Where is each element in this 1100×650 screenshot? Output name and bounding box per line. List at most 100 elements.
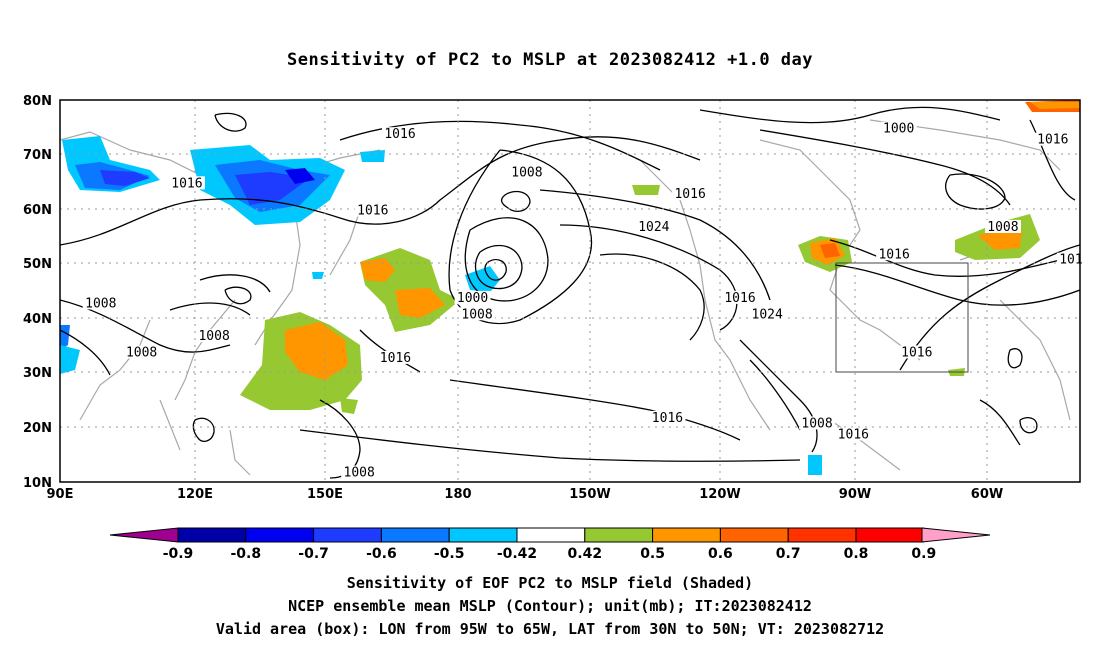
colorbar-tick-label: 0.5 bbox=[640, 546, 665, 562]
caption-valid-area: Valid area (box): LON from 95W to 65W, L… bbox=[215, 620, 885, 638]
contour-label-bg bbox=[377, 350, 414, 364]
mslp-contours bbox=[60, 106, 1080, 479]
contour-label-bg bbox=[196, 329, 233, 343]
contour-label: 1016 bbox=[1037, 133, 1068, 148]
contour-label: 1016 bbox=[901, 345, 932, 360]
colorbar: -0.9 -0.8 -0.7 -0.6 -0.5 -0.42 0.42 0.5 0.6 0.7 0.… bbox=[109, 527, 991, 562]
lat-tick-label: 80N bbox=[23, 94, 52, 109]
contour-label-bg bbox=[984, 219, 1021, 233]
lat-axis: 80N 70N 60N 50N 40N 30N 20N 10N bbox=[23, 94, 52, 491]
contour-label: 1016 bbox=[357, 204, 388, 219]
colorbar-segment bbox=[177, 527, 247, 543]
contour-label-bg bbox=[1034, 132, 1071, 146]
contour-label: 1008 bbox=[198, 329, 229, 344]
colorbar-segment bbox=[855, 527, 925, 543]
contour-label: 101 bbox=[1059, 253, 1082, 268]
contour-label-bg bbox=[876, 247, 913, 261]
lon-tick-label: 120W bbox=[699, 487, 740, 502]
colorbar-tick-label: -0.8 bbox=[230, 546, 261, 562]
contour-label: 1008 bbox=[85, 296, 116, 311]
contour-label: 1016 bbox=[384, 127, 415, 142]
contour-label: 1000 bbox=[457, 291, 488, 306]
contour-label: 1008 bbox=[801, 416, 832, 431]
lat-tick-label: 40N bbox=[23, 312, 52, 327]
colorbar-segment bbox=[652, 527, 721, 543]
contour-label-bg bbox=[835, 427, 872, 441]
contour-label-bg bbox=[880, 121, 917, 135]
colorbar-segment bbox=[448, 527, 518, 543]
contour-label-bg bbox=[341, 465, 378, 479]
colorbar-tick-label: -0.42 bbox=[497, 546, 537, 562]
contour-labels: 1016101610161008101610241016102410001016… bbox=[82, 121, 1085, 481]
lon-tick-label: 90E bbox=[47, 487, 74, 502]
colorbar-tick-label: -0.5 bbox=[434, 546, 465, 562]
contour-label: 1008 bbox=[987, 220, 1018, 235]
lon-tick-label: 60W bbox=[971, 487, 1003, 502]
lat-tick-label: 50N bbox=[23, 257, 52, 272]
colorbar-segment bbox=[313, 527, 382, 543]
colorbar-segment bbox=[245, 527, 315, 543]
lon-tick-label: 180 bbox=[444, 487, 471, 502]
contour-label-bg bbox=[898, 345, 935, 359]
lat-tick-label: 70N bbox=[23, 148, 52, 163]
contour-label: 1008 bbox=[461, 307, 492, 322]
contour-label-bg bbox=[672, 187, 709, 201]
colorbar-tick-label: -0.6 bbox=[366, 546, 397, 562]
colorbar-tick-label: 0.7 bbox=[776, 546, 801, 562]
caption-shading: Sensitivity of EOF PC2 to MSLP field (Sh… bbox=[346, 574, 754, 592]
colorbar-segment bbox=[584, 527, 654, 543]
contour-label: 1016 bbox=[674, 187, 705, 202]
contour-label-bg bbox=[1056, 252, 1085, 266]
lon-tick-label: 90W bbox=[839, 487, 871, 502]
contour-label: 1016 bbox=[652, 411, 683, 426]
contour-label: 1008 bbox=[126, 345, 157, 360]
contour-label: 1016 bbox=[878, 247, 909, 262]
lat-tick-label: 30N bbox=[23, 366, 52, 381]
contour-label-bg bbox=[508, 165, 545, 179]
valid-area-box bbox=[835, 262, 969, 373]
contour-label-bg bbox=[749, 307, 786, 321]
colorbar-min-triangle bbox=[109, 527, 179, 543]
page-title: Sensitivity of PC2 to MSLP at 2023082412… bbox=[286, 50, 813, 70]
lon-tick-label: 150E bbox=[307, 487, 343, 502]
lat-tick-label: 60N bbox=[23, 203, 52, 218]
contour-label: 1008 bbox=[511, 165, 542, 180]
contour-label-bg bbox=[354, 203, 391, 217]
contour-label: 1016 bbox=[838, 427, 869, 442]
colorbar-segment bbox=[516, 527, 586, 543]
colorbar-tick-label: 0.6 bbox=[708, 546, 733, 562]
contour-label-bg bbox=[454, 290, 491, 304]
contour-label: 1016 bbox=[380, 351, 411, 366]
contour-label-bg bbox=[649, 410, 686, 424]
colorbar-segment bbox=[719, 527, 789, 543]
contour-label-bg bbox=[123, 345, 160, 359]
contour-label: 1024 bbox=[638, 220, 669, 235]
contour-label-bg bbox=[82, 296, 119, 310]
contour-label-bg bbox=[635, 219, 672, 233]
contour-label-bg bbox=[168, 176, 205, 190]
colorbar-segment bbox=[380, 527, 450, 543]
colorbar-segment bbox=[787, 527, 857, 543]
contour-label: 1024 bbox=[752, 307, 783, 322]
lon-tick-label: 150W bbox=[569, 487, 610, 502]
caption-contour: NCEP ensemble mean MSLP (Contour); unit(… bbox=[288, 597, 812, 615]
colorbar-tick-label: 0.42 bbox=[568, 546, 603, 562]
sensitivity-shading bbox=[60, 100, 1080, 475]
contour-label-bg bbox=[382, 127, 418, 141]
contour-label: 1000 bbox=[883, 122, 914, 137]
contour-label-bg bbox=[459, 307, 496, 321]
colorbar-tick-label: 0.8 bbox=[844, 546, 869, 562]
lat-tick-label: 10N bbox=[23, 476, 52, 491]
lon-axis: 90E 120E 150E 180 150W 120W 90W 60W bbox=[47, 487, 1004, 502]
lat-tick-label: 20N bbox=[23, 421, 52, 436]
lon-tick-label: 120E bbox=[177, 487, 213, 502]
colorbar-max-triangle bbox=[921, 527, 991, 543]
colorbar-tick-label: -0.7 bbox=[298, 546, 329, 562]
colorbar-tick-label: -0.9 bbox=[163, 546, 194, 562]
contour-label-bg bbox=[722, 290, 758, 304]
colorbar-tick-label: 0.9 bbox=[911, 546, 936, 562]
map-frame bbox=[59, 99, 1081, 483]
contour-label: 1016 bbox=[724, 291, 755, 306]
contour-label: 1008 bbox=[344, 466, 375, 481]
